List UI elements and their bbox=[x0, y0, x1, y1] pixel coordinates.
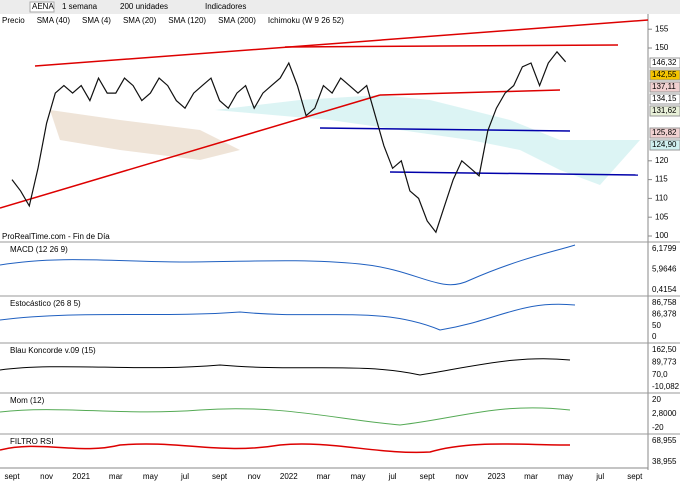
toolbar bbox=[0, 0, 680, 14]
x-tick-label: mar bbox=[109, 472, 123, 481]
x-tick-label: sept bbox=[212, 472, 228, 481]
panel-axis-label: 86,758 bbox=[652, 298, 677, 307]
legend-entry: Ichimoku (W 9 26 52) bbox=[268, 16, 344, 25]
price-label-box bbox=[649, 105, 680, 117]
trendline bbox=[0, 94, 381, 209]
x-tick-label: jul bbox=[388, 472, 397, 481]
ichimoku-cloud bbox=[215, 95, 640, 185]
panel-axis-label: 38,955 bbox=[652, 457, 677, 466]
panel-axis-label: 20 bbox=[652, 395, 661, 404]
units[interactable]: 200 unidades bbox=[120, 2, 168, 11]
panel-axis-label: 5,9646 bbox=[652, 265, 677, 274]
x-tick-label: 2021 bbox=[72, 472, 90, 481]
y-tick-label: 110 bbox=[655, 194, 668, 203]
panel-title: MACD (12 26 9) bbox=[10, 245, 68, 254]
panel-axis-label: -20 bbox=[652, 423, 664, 432]
panel-axis-label: 86,378 bbox=[652, 309, 677, 318]
price-label-box bbox=[649, 127, 680, 139]
x-tick-label: 2022 bbox=[280, 472, 298, 481]
panel-axis-label: 70,0 bbox=[652, 370, 668, 379]
price-label-box bbox=[649, 81, 680, 93]
x-tick-label: nov bbox=[40, 472, 53, 481]
legend-entry: SMA (40) bbox=[37, 16, 71, 25]
source: ProRealTime.com - Fin de Día bbox=[2, 232, 110, 241]
y-tick-label: 100 bbox=[655, 231, 669, 240]
support-line bbox=[319, 127, 571, 132]
price-label: 137,11 bbox=[652, 82, 676, 91]
x-tick-label: may bbox=[143, 472, 158, 481]
ichimoku-cloud bbox=[50, 110, 240, 160]
price-label: 146,32 bbox=[652, 58, 677, 67]
price-label: 134,15 bbox=[652, 94, 677, 103]
price-label-box bbox=[649, 69, 680, 81]
x-tick-label: mar bbox=[524, 472, 538, 481]
layer: Precio SMA (40) SMA (4) SMA (20) SMA (120) SM… bbox=[2, 16, 680, 481]
x-tick-label: nov bbox=[455, 472, 468, 481]
trendline bbox=[284, 44, 619, 48]
y-tick-label: 155 bbox=[655, 24, 669, 33]
x-tick-label: may bbox=[350, 472, 365, 481]
panel-axis-label: 2,8000 bbox=[652, 409, 677, 418]
y-tick-label: 150 bbox=[655, 43, 669, 52]
price-label-box bbox=[649, 139, 680, 151]
panel-title: Estocástico (26 8 5) bbox=[10, 299, 81, 308]
x-tick-label: sept bbox=[420, 472, 436, 481]
symbol[interactable]: AENA bbox=[32, 2, 54, 11]
panel-axis-label: 89,773 bbox=[652, 357, 677, 366]
price-label-box bbox=[649, 93, 680, 105]
x-tick-label: nov bbox=[248, 472, 261, 481]
support-line bbox=[389, 171, 639, 176]
x-tick-label: jul bbox=[180, 472, 189, 481]
panel-axis-label: 50 bbox=[652, 321, 661, 330]
x-tick-label: sept bbox=[627, 472, 643, 481]
panel-axis-label: 6,1799 bbox=[652, 244, 677, 253]
price-line bbox=[11, 50, 567, 234]
legend-entry: Precio bbox=[2, 16, 25, 25]
legend-entry: SMA (120) bbox=[168, 16, 206, 25]
x-tick-label: mar bbox=[317, 472, 331, 481]
blau-line bbox=[0, 358, 571, 376]
trendline bbox=[34, 19, 649, 67]
indicators[interactable]: Indicadores bbox=[205, 2, 246, 11]
x-tick-label: 2023 bbox=[488, 472, 506, 481]
symbol-box[interactable] bbox=[29, 1, 55, 13]
y-tick-label: 120 bbox=[655, 156, 669, 165]
trendline bbox=[379, 89, 561, 96]
panel-axis-label: 0,4154 bbox=[652, 285, 677, 294]
panel-axis-label: -10,082 bbox=[652, 382, 680, 391]
panel-axis-label: 162,50 bbox=[652, 345, 677, 354]
x-tick-label: may bbox=[558, 472, 573, 481]
x-tick-label: sept bbox=[4, 472, 20, 481]
mom-line bbox=[0, 407, 571, 426]
legend-entry: SMA (200) bbox=[218, 16, 256, 25]
rsi-line bbox=[0, 443, 571, 454]
y-tick-label: 115 bbox=[655, 175, 668, 184]
price-label: 131,62 bbox=[652, 106, 677, 115]
price-label: 124,90 bbox=[652, 140, 677, 149]
panel-title: Blau Koncorde v.09 (15) bbox=[10, 346, 96, 355]
legend-entry: SMA (20) bbox=[123, 16, 157, 25]
panel-axis-label: 0 bbox=[652, 332, 657, 341]
legend-entry: SMA (4) bbox=[82, 16, 111, 25]
panel-title: Mom (12) bbox=[10, 396, 45, 405]
x-tick-label: jul bbox=[595, 472, 604, 481]
price-label: 142,55 bbox=[652, 70, 677, 79]
y-tick-label: 105 bbox=[655, 212, 669, 221]
price-label-box bbox=[649, 57, 680, 69]
panel-axis-label: 68,955 bbox=[652, 436, 677, 445]
price-label: 125,82 bbox=[652, 128, 677, 137]
period[interactable]: 1 semana bbox=[62, 2, 98, 11]
stoch-line bbox=[0, 303, 576, 331]
panel-title: FILTRO RSI bbox=[10, 437, 53, 446]
macd-line bbox=[0, 244, 576, 286]
